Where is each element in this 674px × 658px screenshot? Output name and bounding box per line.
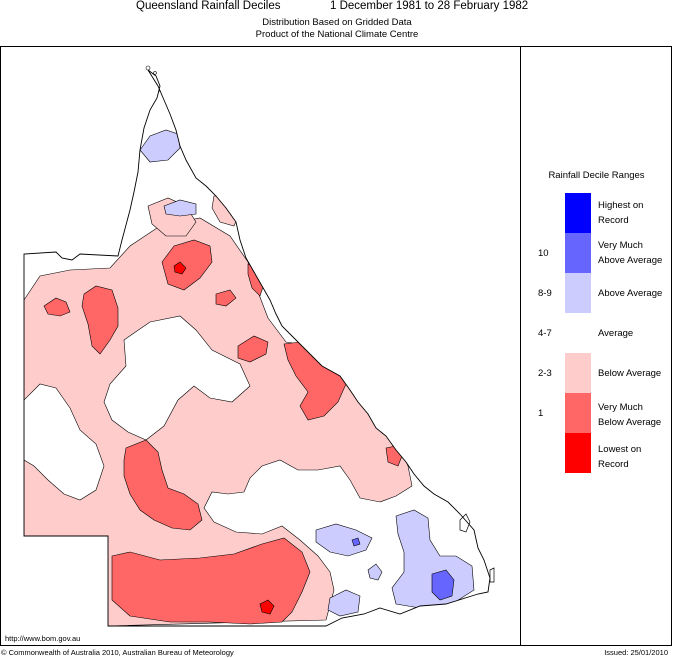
- very-much-below-region-west-small: [43, 297, 71, 317]
- above-average-region-southeast: [315, 523, 373, 557]
- map-frame: [0, 46, 672, 646]
- legend-label-very-much-below: Very Much Below Average: [598, 402, 662, 428]
- issued-date: Issued: 25/01/2010: [604, 648, 668, 657]
- queensland-rainfall-map: [23, 65, 495, 627]
- very-much-below-region-central: [123, 439, 203, 531]
- legend-swatch-lowest: [565, 433, 591, 473]
- source-url[interactable]: http://www.bom.gov.au: [5, 634, 81, 643]
- legend-decile-2-3: 2-3: [538, 368, 552, 379]
- very-much-above-region-southeast: [431, 569, 455, 601]
- torres-strait-islands: [145, 65, 151, 71]
- very-much-below-region-small-east: [215, 289, 237, 307]
- average-hole-west: [24, 383, 105, 501]
- legend-label-highest: Highest on Record: [598, 200, 644, 226]
- average-hole-central: [103, 315, 251, 441]
- legend-label-above: Above Average: [598, 288, 663, 299]
- copyright-text: © Commonwealth of Australia 2010, Austra…: [1, 648, 234, 657]
- moreton-island: [489, 567, 495, 583]
- below-average-region-west: [24, 217, 413, 626]
- legend-swatch-above: [565, 273, 591, 313]
- lowest-on-record-gulf: [173, 261, 187, 275]
- legend-label-lowest: Lowest on Record: [598, 444, 642, 470]
- legend-divider: [520, 46, 521, 646]
- queensland-outline: [23, 69, 491, 627]
- map-subtitle-product: Product of the National Climate Centre: [255, 29, 419, 40]
- above-average-region-south: [327, 589, 361, 617]
- legend-decile-4-7: 4-7: [538, 328, 552, 339]
- legend-title: Rainfall Decile Ranges: [548, 170, 645, 181]
- fraser-island: [459, 513, 471, 533]
- map-period: 1 December 1981 to 28 February 1982: [330, 0, 529, 12]
- legend-decile-8-9: 8-9: [538, 288, 552, 299]
- legend-decile-1: 1: [538, 408, 544, 419]
- very-much-below-region-northwest: [81, 285, 119, 355]
- legend-label-below: Below Average: [598, 368, 662, 379]
- legend-swatch-very-much-above: [565, 233, 591, 273]
- legend-label-average: Average: [598, 328, 634, 339]
- lowest-on-record-southwest: [259, 599, 275, 615]
- very-much-above-region-small: [351, 537, 361, 547]
- above-average-region-small: [367, 563, 383, 581]
- legend-swatch-average: [565, 313, 591, 353]
- map-title: Queensland Rainfall Deciles: [136, 0, 281, 12]
- very-much-below-region-gulf: [161, 239, 213, 291]
- legend-swatch-very-much-below: [565, 393, 591, 433]
- map-subtitle-distribution: Distribution Based on Gridded Data: [262, 17, 412, 28]
- legend-decile-10: 10: [538, 248, 549, 259]
- legend-swatch-below: [565, 353, 591, 393]
- very-much-below-region-inland: [237, 335, 269, 363]
- very-much-below-region-southwest: [111, 537, 311, 625]
- title-row: Queensland Rainfall Deciles 1 December 1…: [0, 0, 674, 14]
- above-average-region-cape-south: [163, 199, 197, 217]
- legend-label-very-much-above: Very Much Above Average: [598, 240, 663, 266]
- torres-strait-islands-2: [153, 71, 157, 75]
- decile-regions: [24, 70, 490, 626]
- legend-swatch-highest: [565, 193, 591, 233]
